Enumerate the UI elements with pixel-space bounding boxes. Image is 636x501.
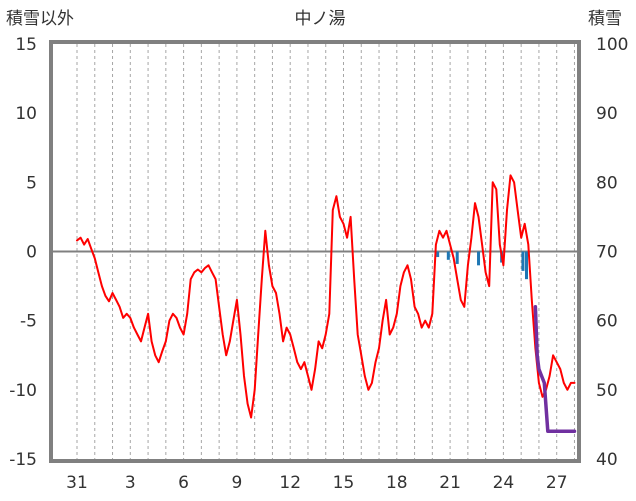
temperature-line	[76, 174, 576, 419]
right-tick-label: 40	[596, 450, 618, 470]
left-tick-label: -15	[9, 450, 37, 470]
x-tick-label: 31	[66, 473, 88, 493]
right-axis-ticks: 100 90 80 70 60 50 40	[596, 35, 628, 470]
right-tick-label: 60	[596, 312, 618, 332]
x-tick-label: 21	[439, 473, 461, 493]
snow-depth-line	[533, 305, 577, 434]
x-axis-ticks: 31 3 6 9 12 15 18 21 24 27	[66, 473, 567, 493]
right-axis-label: 積雪	[588, 9, 622, 29]
x-tick-label: 24	[493, 473, 515, 493]
plot-frame	[49, 40, 581, 463]
precipitation-bar	[524, 251, 528, 280]
precipitation-bar	[436, 251, 440, 258]
x-tick-label: 3	[125, 473, 136, 493]
left-tick-label: -10	[9, 381, 37, 401]
left-tick-label: 10	[15, 104, 37, 124]
right-tick-label: 100	[596, 35, 628, 55]
precipitation-bar	[455, 251, 459, 264]
left-tick-label: 15	[15, 35, 37, 55]
left-tick-label: -5	[20, 312, 37, 332]
right-tick-label: 80	[596, 173, 618, 193]
precipitation-bar	[521, 251, 525, 271]
right-tick-label: 50	[596, 381, 618, 401]
left-axis-ticks: 15 10 5 0 -5 -10 -15	[9, 35, 37, 470]
data-lines	[76, 174, 577, 434]
x-tick-label: 15	[333, 473, 355, 493]
left-tick-label: 5	[26, 173, 37, 193]
left-tick-label: 0	[26, 243, 37, 263]
right-tick-label: 90	[596, 104, 618, 124]
precipitation-bar	[446, 251, 450, 260]
x-tick-label: 12	[279, 473, 301, 493]
x-tick-label: 6	[178, 473, 189, 493]
x-tick-label: 27	[546, 473, 568, 493]
right-tick-label: 70	[596, 243, 618, 263]
x-tick-label: 18	[386, 473, 408, 493]
left-axis-label: 積雪以外	[6, 9, 74, 29]
chart-title: 中ノ湯	[295, 9, 346, 29]
x-tick-label: 9	[231, 473, 242, 493]
precipitation-bar	[477, 251, 481, 266]
